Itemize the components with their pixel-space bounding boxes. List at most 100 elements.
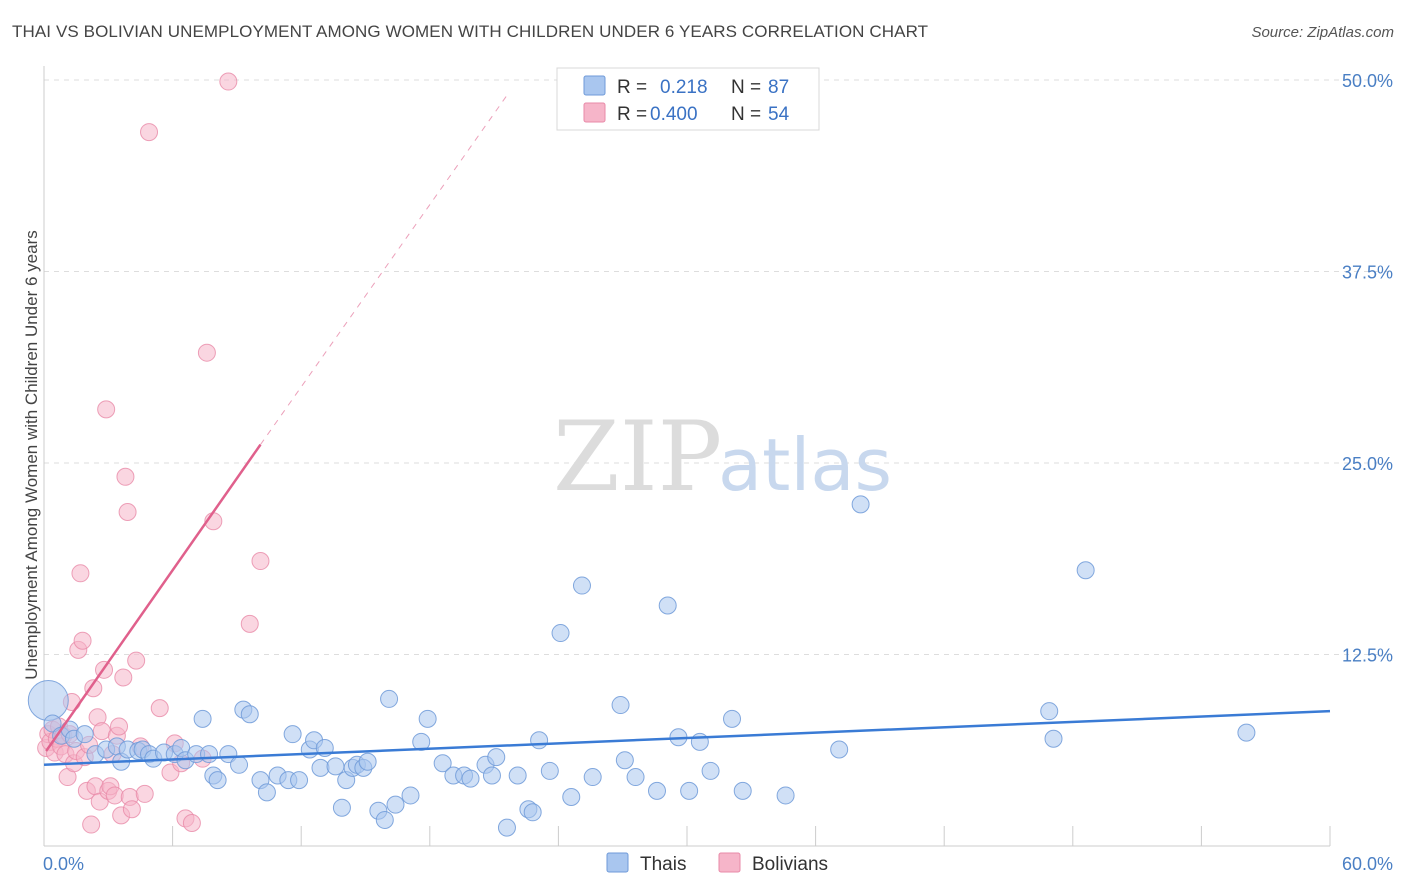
bottom-legend-bolivian-label: Bolivians — [752, 854, 828, 875]
thai-point-59 — [497, 818, 516, 837]
bolivian-point-34 — [110, 717, 129, 736]
legend-top: R = 0.218 N = 87 R = 0.400 N = 54 — [556, 67, 820, 131]
thai-point-29 — [257, 783, 276, 802]
bolivian-point-28 — [97, 400, 116, 419]
thai-point-75 — [680, 781, 699, 800]
bolivian-point-26 — [92, 722, 111, 741]
legend-bottom: Thais Bolivians — [606, 852, 828, 875]
source-label: Source: ZipAtlas.com — [1251, 24, 1394, 41]
thai-point-66 — [562, 787, 581, 806]
bolivian-point-16 — [71, 564, 90, 583]
thai-point-78 — [723, 709, 742, 728]
thai-point-76 — [690, 732, 709, 751]
legend-bolivian-r-label: R = — [617, 104, 647, 125]
x-tick-label-1: 60.0% — [1342, 854, 1393, 874]
thai-point-38 — [326, 757, 345, 776]
legend-bolivian-r-value: 0.400 — [650, 104, 698, 125]
thai-point-85 — [1076, 561, 1095, 580]
legend-bolivian-n-label: N = — [731, 104, 761, 125]
bolivian-point-41 — [127, 651, 146, 670]
thai-point-52 — [433, 754, 452, 773]
y-tick-label-0: 12.5% — [1342, 646, 1393, 666]
bolivian-point-40 — [122, 800, 141, 819]
bolivian-trend-extension — [260, 95, 508, 445]
thai-point-67 — [572, 576, 591, 595]
bolivian-points — [37, 72, 270, 834]
bottom-legend-thai-label: Thais — [640, 854, 686, 875]
thai-point-70 — [615, 751, 634, 770]
bottom-legend-thai-swatch — [606, 852, 629, 873]
y-tick-label-1: 25.0% — [1342, 454, 1393, 474]
thai-point-82 — [851, 495, 870, 514]
grid-lines — [44, 79, 1394, 655]
bolivian-point-55 — [240, 614, 259, 633]
thai-point-65 — [551, 624, 570, 643]
thai-point-1 — [43, 714, 62, 733]
thai-point-57 — [482, 766, 501, 785]
thai-point-39 — [332, 798, 351, 817]
bolivian-point-43 — [135, 784, 154, 803]
thai-point-23 — [208, 771, 227, 790]
bolivian-point-22 — [84, 679, 103, 698]
thai-point-80 — [776, 786, 795, 805]
bolivian-point-52 — [197, 343, 216, 362]
bolivian-point-38 — [118, 503, 137, 522]
bolivian-point-54 — [219, 72, 238, 91]
thai-point-72 — [647, 781, 666, 800]
thai-point-33 — [290, 771, 309, 790]
thai-point-5 — [75, 725, 94, 744]
thai-point-44 — [358, 752, 377, 771]
thai-point-46 — [375, 810, 394, 829]
x-tick-labels: 0.0% 60.0% — [43, 854, 1393, 874]
thai-point-48 — [386, 795, 405, 814]
thai-trend-line — [43, 709, 1331, 767]
thai-point-25 — [230, 755, 249, 774]
legend-thai-n-label: N = — [731, 77, 761, 98]
y-tick-labels: 12.5% 25.0% 37.5% 50.0% — [1342, 71, 1393, 666]
bolivian-point-45 — [150, 699, 169, 718]
bolivian-point-32 — [105, 786, 124, 805]
thai-point-63 — [530, 731, 549, 750]
trend-lines — [43, 95, 1331, 767]
thai-point-21 — [200, 745, 219, 764]
thai-point-60 — [508, 766, 527, 785]
bolivian-point-36 — [114, 668, 133, 687]
thai-point-55 — [461, 769, 480, 788]
thai-point-36 — [311, 758, 330, 777]
y-tick-label-2: 37.5% — [1342, 263, 1393, 283]
y-axis-label: Unemployment Among Women with Children U… — [22, 230, 41, 679]
thai-point-83 — [1040, 702, 1059, 721]
x-tick-label-0: 0.0% — [43, 854, 84, 874]
thai-point-86 — [1237, 723, 1256, 742]
bolivian-point-56 — [251, 552, 270, 571]
y-tick-label-3: 50.0% — [1342, 71, 1393, 91]
bolivian-trend-line — [45, 443, 262, 752]
bolivian-point-37 — [116, 467, 135, 486]
axes — [43, 66, 1331, 847]
thai-point-71 — [626, 768, 645, 787]
thai-point-0 — [27, 679, 69, 721]
thai-point-77 — [701, 761, 720, 780]
thai-point-84 — [1044, 729, 1063, 748]
bolivian-point-21 — [82, 815, 101, 834]
thai-point-49 — [401, 786, 420, 805]
thai-points — [27, 495, 1256, 837]
bolivian-point-17 — [73, 631, 92, 650]
thai-point-47 — [380, 689, 399, 708]
legend-bolivian-n-value: 54 — [768, 104, 790, 125]
legend-thai-r-label: R = — [617, 77, 647, 98]
watermark: ZIP atlas — [553, 401, 892, 513]
thai-point-64 — [540, 761, 559, 780]
legend-bolivian-swatch — [583, 102, 606, 123]
thai-point-68 — [583, 768, 602, 787]
bottom-legend-bolivian-swatch — [718, 852, 741, 873]
legend-thai-swatch — [583, 75, 606, 96]
watermark-atlas: atlas — [718, 423, 892, 507]
thai-point-62 — [523, 803, 542, 822]
legend-thai-r-value: 0.218 — [660, 77, 708, 98]
thai-point-20 — [193, 709, 212, 728]
thai-point-27 — [240, 705, 259, 724]
thai-point-81 — [830, 740, 849, 759]
bolivian-point-44 — [140, 123, 159, 142]
